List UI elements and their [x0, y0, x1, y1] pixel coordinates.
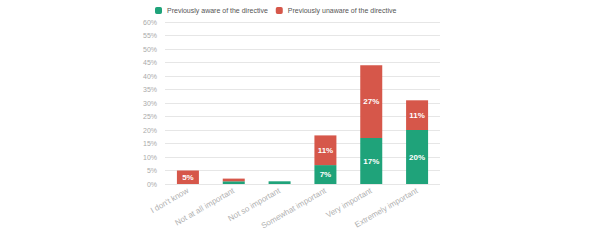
svg-text:5%: 5%	[182, 173, 194, 182]
svg-text:Not at all important: Not at all important	[173, 186, 236, 228]
svg-text:Previously unaware of the dire: Previously unaware of the directive	[288, 7, 397, 15]
svg-text:11%: 11%	[318, 146, 334, 155]
svg-text:7%: 7%	[320, 170, 332, 179]
svg-text:45%: 45%	[143, 59, 157, 66]
svg-text:Extremely important: Extremely important	[353, 186, 420, 230]
svg-text:Very important: Very important	[324, 186, 374, 220]
svg-text:Previously aware of the direct: Previously aware of the directive	[167, 7, 268, 15]
svg-text:Not so important: Not so important	[226, 186, 282, 224]
svg-text:60%: 60%	[143, 19, 157, 26]
svg-text:40%: 40%	[143, 73, 157, 80]
svg-text:27%: 27%	[363, 97, 379, 106]
svg-text:20%: 20%	[409, 153, 425, 162]
svg-text:25%: 25%	[143, 113, 157, 120]
svg-text:5%: 5%	[147, 167, 157, 174]
svg-text:I don't know: I don't know	[149, 186, 190, 215]
svg-text:50%: 50%	[143, 46, 157, 53]
svg-text:30%: 30%	[143, 100, 157, 107]
svg-text:15%: 15%	[143, 140, 157, 147]
svg-text:10%: 10%	[143, 154, 157, 161]
svg-text:0%: 0%	[147, 181, 157, 188]
svg-text:55%: 55%	[143, 32, 157, 39]
svg-text:35%: 35%	[143, 86, 157, 93]
svg-text:17%: 17%	[363, 157, 379, 166]
svg-text:11%: 11%	[409, 111, 425, 120]
svg-text:Somewhat important: Somewhat important	[260, 186, 329, 231]
svg-text:20%: 20%	[143, 127, 157, 134]
